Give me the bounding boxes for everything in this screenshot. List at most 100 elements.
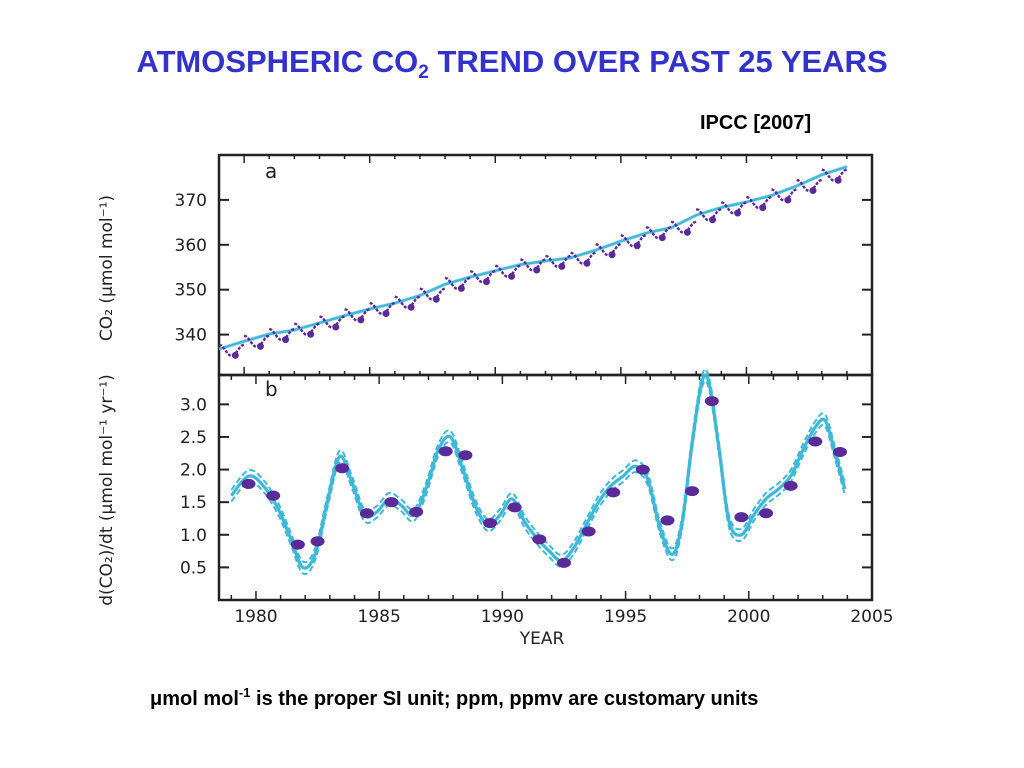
- seasonal-cycle: [695, 207, 722, 222]
- slide-title: ATMOSPHERIC CO2 TREND OVER PAST 25 YEARS: [0, 44, 1024, 84]
- x-axis-label: YEAR: [519, 629, 565, 649]
- y-tick-label: 360: [175, 236, 207, 256]
- annual-rate-point: [808, 436, 823, 447]
- y-tick-label: 2.0: [180, 461, 207, 481]
- x-tick-label: 1995: [604, 607, 647, 627]
- panel-a-trend-series: [218, 165, 848, 351]
- trend-line-outer: [218, 165, 848, 351]
- seasonal-cycle: [243, 334, 270, 349]
- panel-a-observation-series: [218, 168, 848, 359]
- data-point: [457, 284, 465, 292]
- data-point: [759, 204, 767, 212]
- co2-chart: a 340 350 360 370 CO₂ (μmol mol⁻¹) b 0.5 1.0…: [97, 153, 894, 649]
- panel-b-annual-rate-series: [241, 396, 847, 568]
- annual-rate-point: [685, 486, 700, 497]
- seasonal-cycle: [620, 233, 647, 248]
- data-point: [683, 228, 691, 236]
- panel-b-y-axis-label: d(CO₂)/dt (μmol mol⁻¹ yr⁻¹): [97, 374, 117, 606]
- data-point: [382, 310, 390, 318]
- panel-a-x-ticks: [243, 155, 848, 375]
- annual-rate-point: [266, 490, 281, 501]
- data-point: [558, 262, 566, 270]
- seasonal-cycle: [344, 308, 371, 322]
- trend-line: [218, 165, 848, 351]
- y-tick-label: 0.5: [180, 558, 207, 578]
- data-point: [709, 216, 717, 224]
- panel-a-frame: [217, 153, 874, 377]
- y-tick-label: 1.5: [180, 493, 207, 513]
- annual-rate-point: [832, 446, 847, 457]
- data-point: [809, 187, 817, 195]
- seasonal-cycle: [319, 315, 345, 329]
- panel-b-y-ticks: 0.5 1.0 1.5 2.0 2.5 3.0: [180, 395, 872, 578]
- panel-b-x-ticks: 1980 1985 1990 1995 2000 2005: [230, 375, 894, 627]
- panel-b: b 0.5 1.0 1.5 2.0 2.5 3.0 1980 1985 1990 1995 200…: [97, 368, 894, 649]
- seasonal-cycle: [570, 251, 597, 266]
- growth-rate-lower-bound: [230, 380, 846, 575]
- x-tick-label: 1990: [481, 607, 524, 627]
- data-point: [256, 342, 264, 350]
- annual-rate-point: [483, 518, 498, 529]
- title-subscript: 2: [418, 62, 429, 83]
- data-point: [357, 316, 365, 324]
- seasonal-cycle: [419, 287, 446, 302]
- y-tick-label: 1.0: [180, 526, 207, 546]
- annual-rate-point: [507, 502, 522, 513]
- data-point: [407, 303, 415, 311]
- data-point: [633, 242, 641, 250]
- panel-a-y-ticks: 340 350 360 370: [175, 191, 872, 346]
- annual-rate-point: [734, 512, 749, 523]
- seasonal-cycle: [645, 225, 672, 240]
- x-tick-label: 2000: [727, 607, 770, 627]
- seasonal-cycle: [545, 254, 571, 269]
- data-point: [482, 278, 490, 286]
- y-tick-label: 350: [175, 281, 207, 301]
- y-tick-label: 370: [175, 191, 207, 211]
- title-text-after: TREND OVER PAST 25 YEARS: [428, 44, 888, 79]
- annual-rate-point: [335, 463, 350, 474]
- seasonal-cycle: [494, 264, 521, 279]
- seasonal-cycle: [469, 269, 496, 284]
- x-tick-label: 1985: [358, 607, 401, 627]
- annual-rate-point: [359, 508, 374, 519]
- seasonal-cycle: [595, 242, 622, 257]
- annual-rate-point: [660, 515, 675, 526]
- x-tick-label: 2005: [850, 607, 893, 627]
- annual-rate-point: [384, 497, 399, 508]
- title-text-before: ATMOSPHERIC CO: [136, 44, 419, 79]
- annual-rate-point: [635, 464, 650, 475]
- panel-a: a 340 350 360 370 CO₂ (μmol mol⁻¹): [97, 153, 874, 377]
- annual-rate-point: [556, 557, 571, 568]
- panel-a-y-axis-label: CO₂ (μmol mol⁻¹): [97, 195, 117, 341]
- data-point: [432, 295, 440, 303]
- data-point: [307, 330, 315, 338]
- seasonal-cycle: [796, 178, 823, 193]
- annual-rate-point: [532, 534, 547, 545]
- data-point: [508, 272, 516, 280]
- annual-rate-point: [458, 450, 473, 461]
- seasonal-cycle: [821, 168, 848, 183]
- seasonal-cycle: [771, 188, 798, 202]
- annual-rate-point: [581, 526, 596, 537]
- growth-rate-upper-bound: [230, 368, 846, 564]
- seasonal-cycle: [444, 276, 471, 291]
- annual-rate-point: [310, 536, 325, 547]
- y-tick-label: 2.5: [180, 428, 207, 448]
- annual-rate-point: [759, 508, 774, 519]
- annual-rate-point: [606, 487, 621, 498]
- caption-text: is the proper SI unit; ppm, ppmv are cus…: [250, 688, 759, 710]
- seasonal-cycle: [369, 301, 396, 316]
- panel-b-frame: [217, 373, 874, 602]
- seasonal-cycle: [745, 195, 772, 210]
- seasonal-cycle: [293, 322, 320, 337]
- seasonal-cycle: [519, 258, 546, 272]
- seasonal-cycle: [670, 220, 697, 235]
- y-tick-label: 340: [175, 326, 207, 346]
- annual-rate-point: [438, 446, 453, 457]
- annual-rate-point: [783, 480, 798, 491]
- annual-rate-point: [409, 506, 424, 517]
- data-point: [583, 259, 591, 267]
- unit-caption: μmol mol-1 is the proper SI unit; ppm, p…: [150, 685, 758, 711]
- y-tick-label: 3.0: [180, 395, 207, 415]
- caption-unit: μmol mol: [150, 688, 239, 710]
